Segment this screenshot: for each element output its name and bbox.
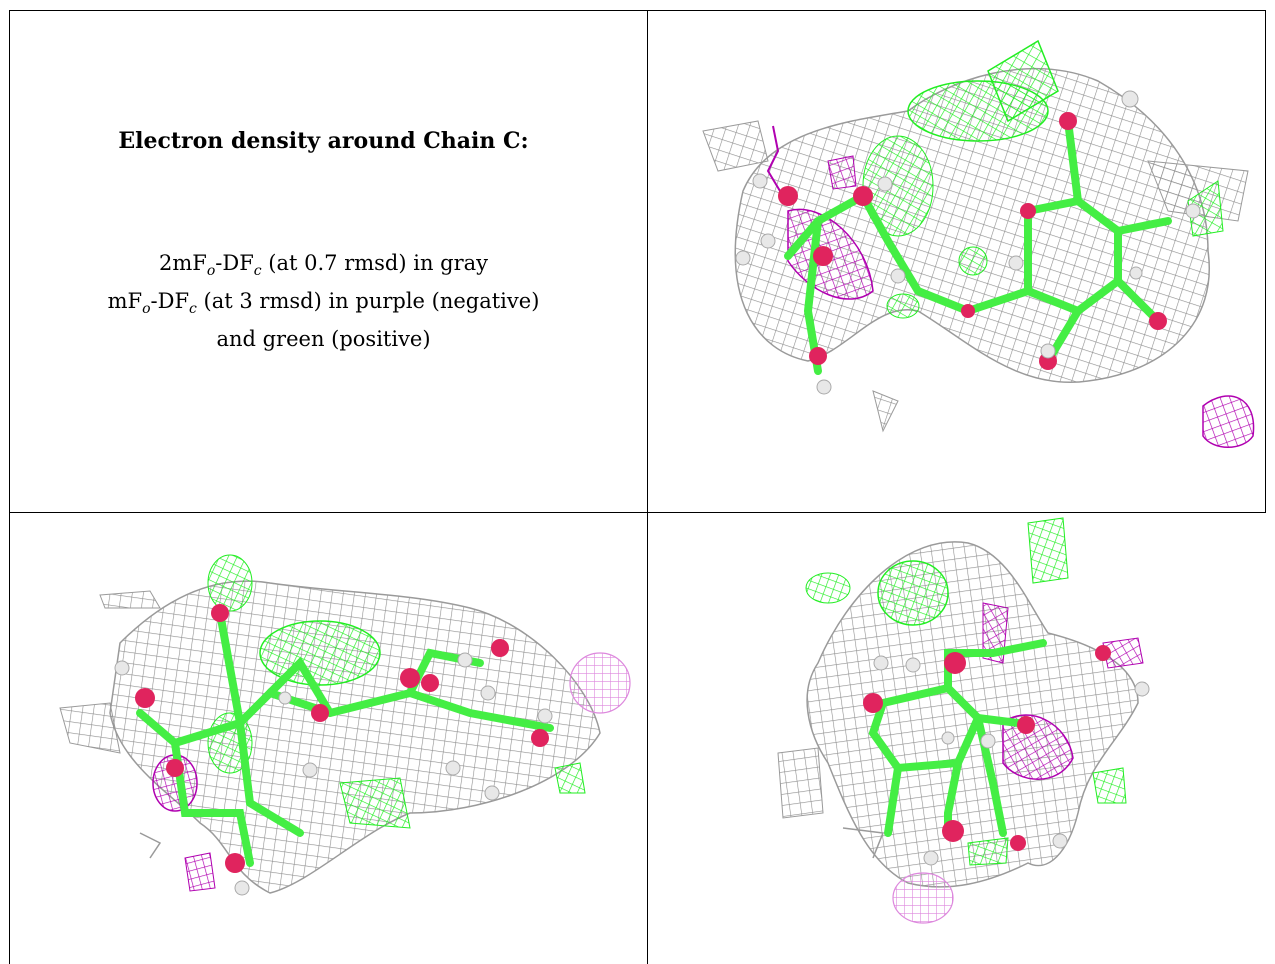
green-mesh-small-1	[958, 246, 988, 276]
density-view-bottom-left	[10, 513, 647, 964]
caption-cell: Electron density around Chain C: 2mFo-DF…	[0, 0, 647, 512]
hydrogen-atoms	[873, 655, 1150, 866]
green-mesh-left	[805, 572, 851, 604]
oxygen-atoms	[135, 604, 549, 873]
gray-mesh-right-fragment	[1147, 160, 1249, 222]
green-mesh-top	[877, 560, 949, 626]
purple-mesh-upper	[827, 155, 857, 190]
green-mesh-top-right	[1027, 517, 1069, 584]
gray-mesh-top-fragment	[99, 590, 161, 609]
purple-mesh-bottom-right	[1202, 395, 1255, 448]
grid-border-right	[1265, 10, 1266, 512]
green-mesh-top	[207, 554, 253, 612]
caption-title: Electron density around Chain C:	[118, 128, 529, 154]
density-view-top-right	[648, 11, 1265, 512]
caption-body: 2mFo-DFc (at 0.7 rmsd) in gray mFo-DFc (…	[0, 248, 647, 354]
green-mesh-center	[259, 620, 381, 686]
density-image-3	[777, 517, 1150, 924]
gray-mesh-left-fragment	[702, 120, 769, 172]
grid-border-top	[9, 10, 1266, 11]
caption-line-2-sub-c: c	[189, 301, 197, 318]
molecule-bonds	[136, 609, 554, 867]
caption-line-1-sub-c: c	[253, 263, 262, 280]
hydrogen-atoms	[114, 652, 553, 896]
light-purple-mesh-bottom	[892, 872, 954, 924]
gray-mesh-bottom-fragment	[842, 827, 885, 859]
caption-line-2-suffix: (at 3 rmsd) in purple (negative)	[196, 289, 540, 314]
hydrogen-atoms	[735, 90, 1201, 395]
gray-mesh-bottom-fragment	[139, 832, 162, 859]
gray-mesh-left-fragment	[777, 747, 824, 819]
grid-border-middle	[647, 10, 648, 964]
light-purple-mesh-right	[569, 652, 631, 714]
density-image-1	[702, 39, 1255, 448]
green-mesh-right	[339, 777, 411, 829]
purple-mesh-bottom	[184, 852, 216, 892]
oxygen-atoms	[863, 645, 1111, 851]
caption-line-2: mFo-DFc (at 3 rmsd) in purple (negative)	[0, 286, 647, 324]
gray-mesh-left-fragment	[59, 702, 121, 754]
purple-mesh-wire	[766, 125, 784, 197]
grid-border-left	[9, 10, 10, 964]
caption-line-1: 2mFo-DFc (at 0.7 rmsd) in gray	[0, 248, 647, 286]
caption-line-1-sub-o: o	[206, 263, 216, 280]
caption-line-2-prefix: mF	[107, 289, 143, 314]
green-mesh-bottom	[967, 837, 1009, 866]
caption-line-1-prefix: 2mF	[158, 251, 207, 275]
green-mesh-right	[1092, 767, 1127, 804]
caption-line-2-sub-o: o	[142, 301, 151, 318]
caption-line-1-mid: -DF	[215, 251, 254, 275]
caption-line-1-suffix: (at 0.7 rmsd) in gray	[261, 251, 489, 275]
gray-mesh-bottom-fragment	[872, 390, 899, 433]
caption-line-2-mid: -DF	[150, 289, 190, 314]
green-mesh-right	[1187, 180, 1224, 237]
caption-line-3: and green (positive)	[216, 327, 431, 352]
density-image-2	[59, 554, 631, 896]
density-view-bottom-right	[648, 513, 1265, 964]
grid-border-row-divider	[9, 512, 1266, 513]
green-mesh-far-right	[554, 762, 586, 794]
oxygen-atoms	[778, 112, 1167, 370]
green-mesh-top-right	[987, 39, 1059, 123]
green-mesh-small-2	[886, 293, 920, 319]
